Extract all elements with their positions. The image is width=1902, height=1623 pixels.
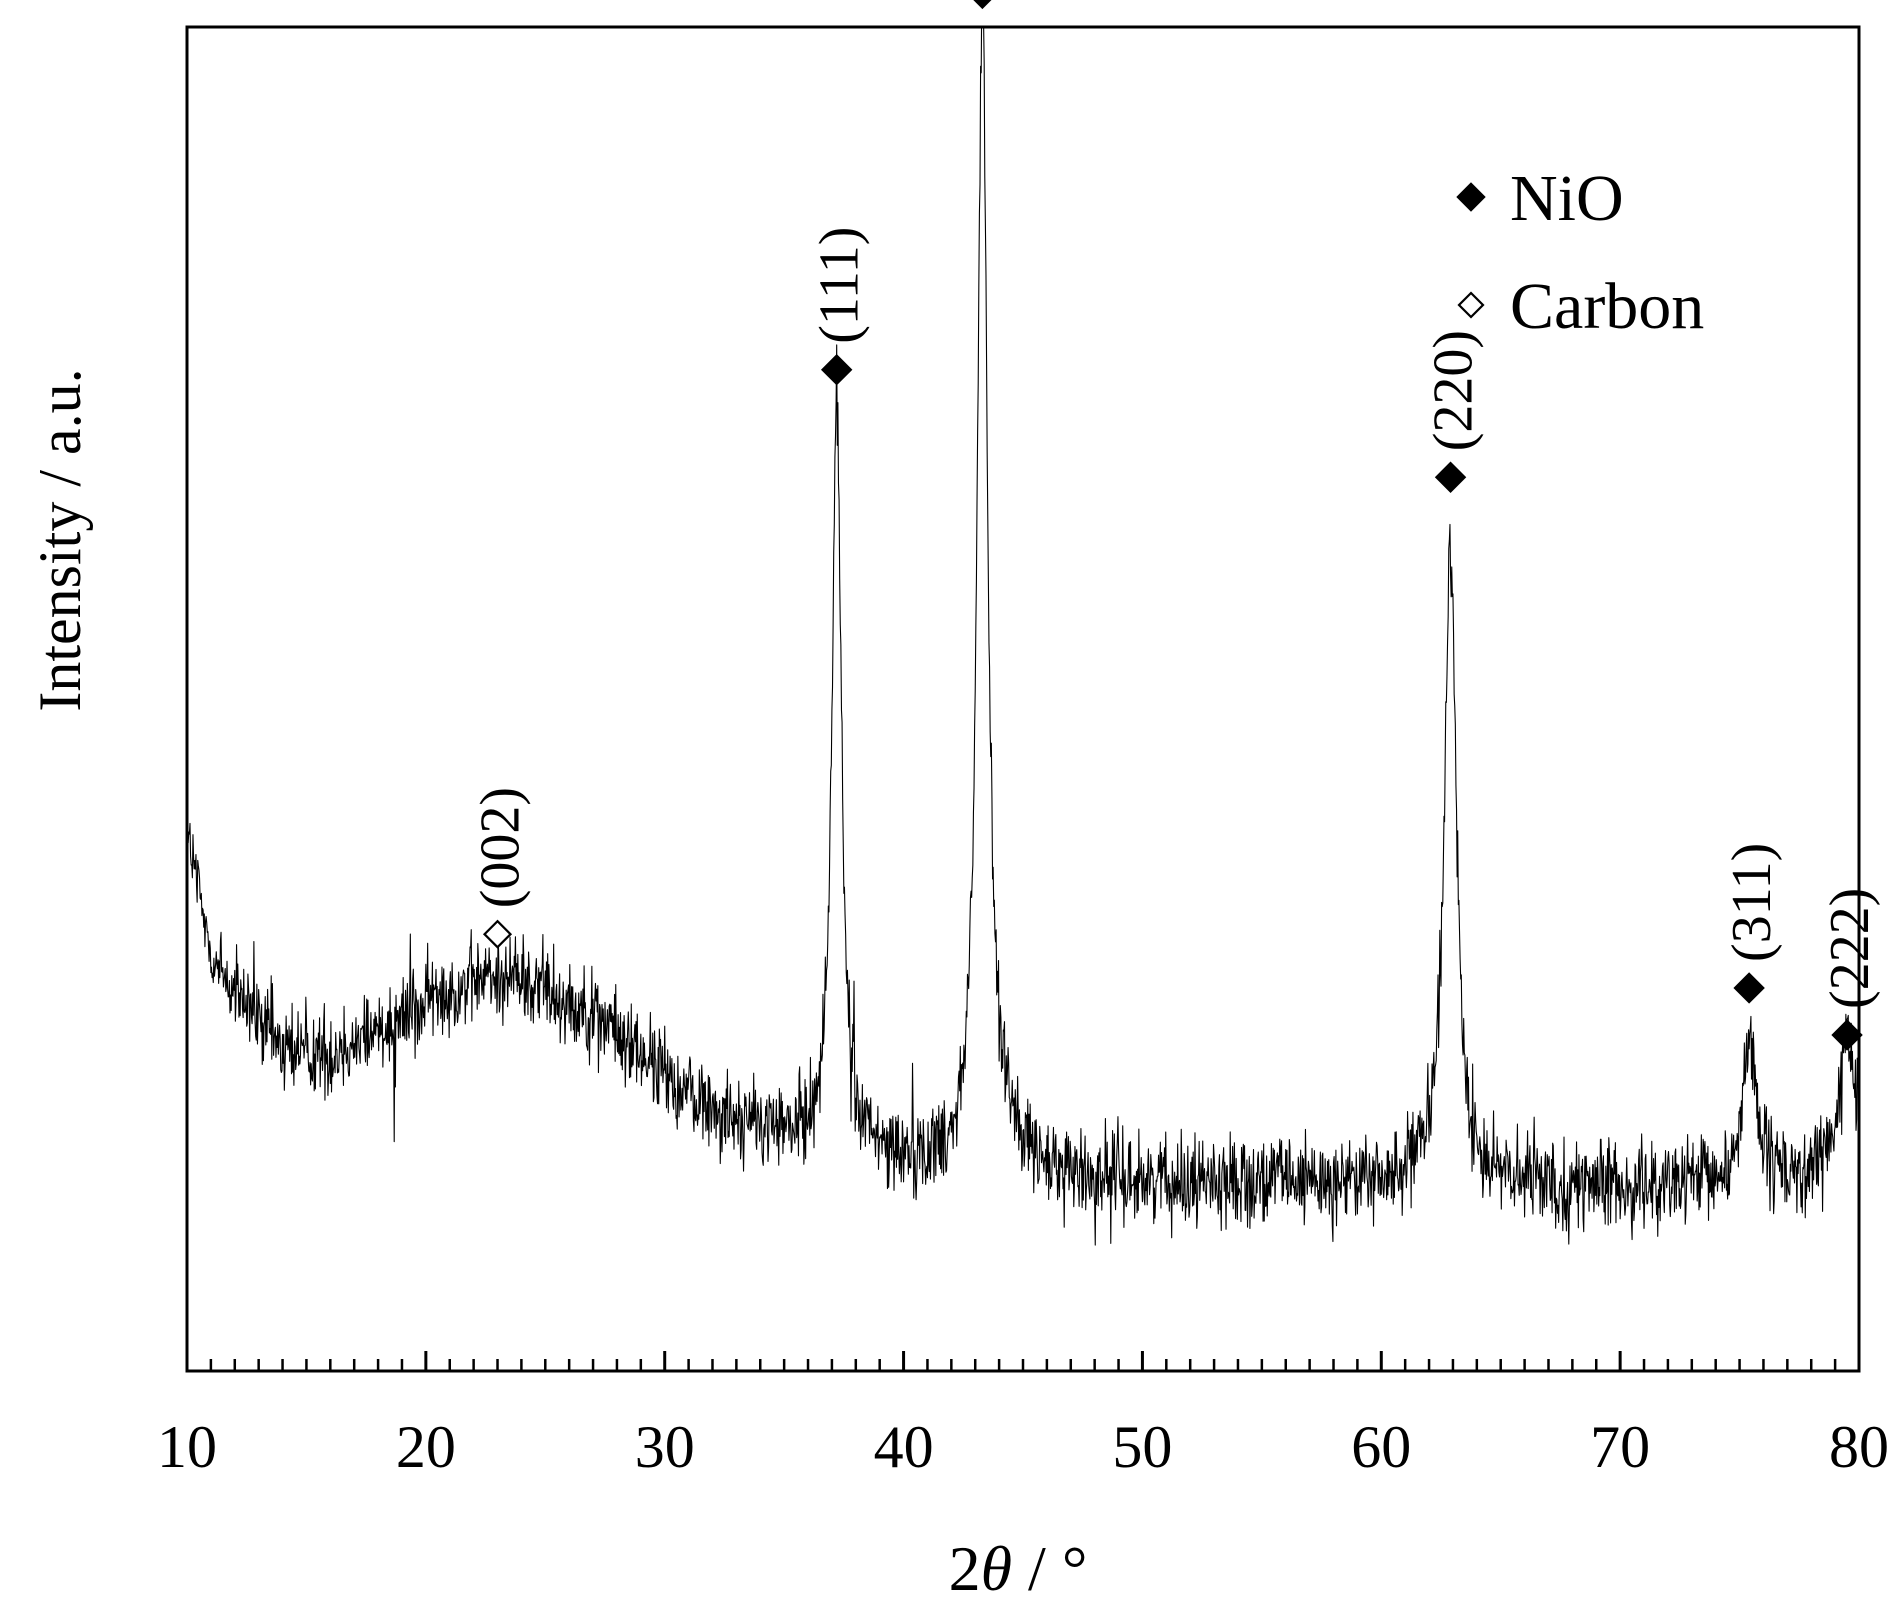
x-tick-label: 50	[1112, 1414, 1172, 1480]
x-axis-ticks	[185, 1351, 1861, 1371]
legend-nio-marker	[1456, 182, 1486, 212]
x-tick-label: 60	[1351, 1414, 1411, 1480]
peak-miller-index-label: (311)	[1721, 843, 1783, 962]
x-axis-label-prefix: 2	[949, 1533, 981, 1604]
x-axis-label: 2θ / °	[949, 1533, 1088, 1604]
nio-peak-marker	[973, 0, 992, 10]
x-tick-label: 30	[635, 1414, 695, 1480]
peak-miller-index-label: (111)	[809, 227, 871, 344]
x-axis-label-symbol: θ	[981, 1533, 1012, 1604]
legend-carbon-label: Carbon	[1510, 270, 1704, 343]
x-tick-label: 20	[396, 1414, 456, 1480]
legend-nio-label: NiO	[1510, 162, 1624, 235]
peak-annotations: (002)(111)(200)(220)(311)(222)	[470, 0, 1881, 1051]
nio-peak-marker	[1434, 461, 1467, 493]
xrd-pattern-line	[187, 27, 1859, 1246]
x-axis-tick-labels: 10 20 30 40 50 60 70 80	[157, 1414, 1889, 1480]
peak-miller-index-label: (222)	[1819, 888, 1881, 1009]
peak-miller-index-label: (002)	[470, 787, 532, 908]
nio-peak-marker	[1733, 972, 1765, 1004]
x-tick-label: 40	[874, 1414, 934, 1480]
carbon-peak-marker	[482, 919, 513, 949]
xrd-trace-group	[187, 27, 1859, 1246]
legend: NiO Carbon	[1456, 162, 1704, 343]
nio-peak-marker	[1831, 1019, 1863, 1051]
x-tick-label: 80	[1829, 1414, 1889, 1480]
peak-miller-index-label: (220)	[1423, 330, 1485, 451]
y-axis-label: Intensity / a.u.	[27, 368, 93, 711]
nio-peak-marker	[820, 354, 853, 386]
x-tick-label: 70	[1590, 1414, 1650, 1480]
x-axis-label-suffix: / °	[1012, 1533, 1087, 1604]
x-tick-label: 10	[157, 1414, 217, 1480]
legend-carbon-marker	[1457, 291, 1485, 319]
